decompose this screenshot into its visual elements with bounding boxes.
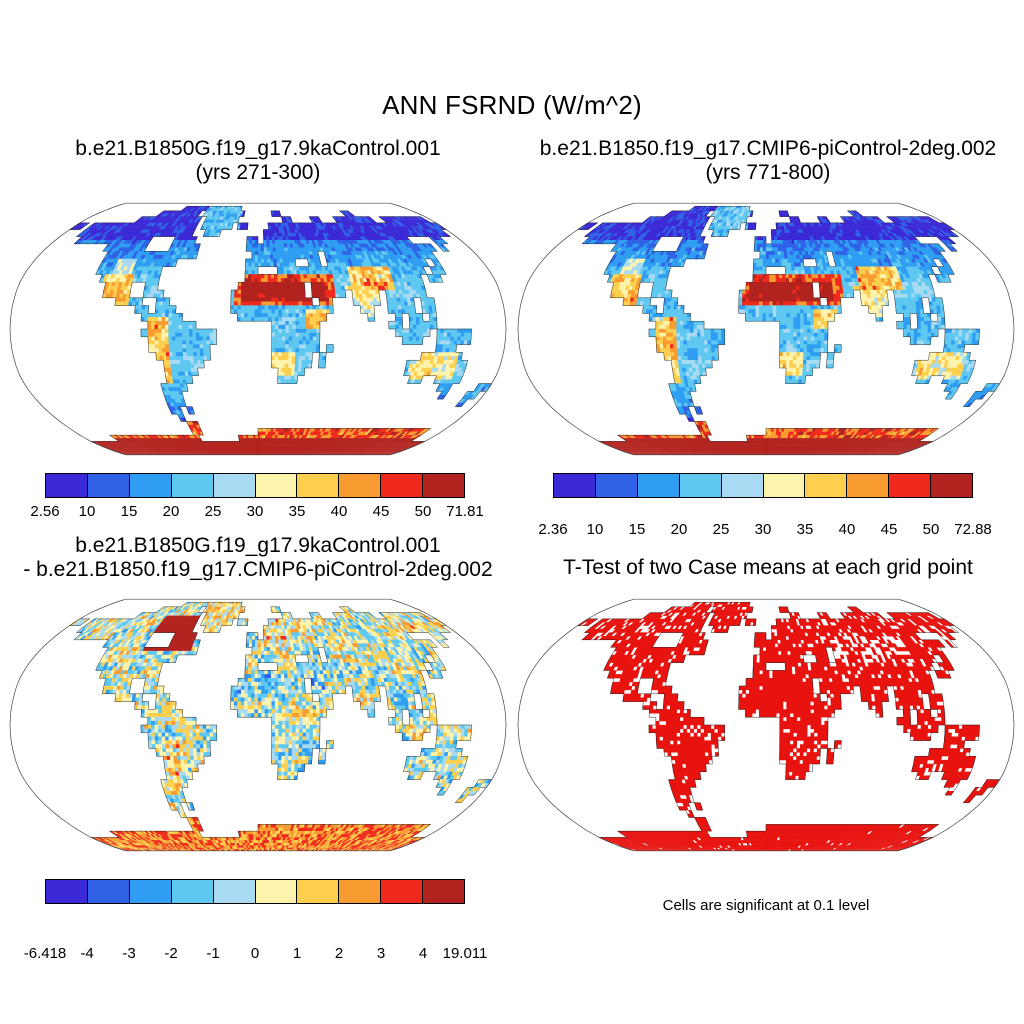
colorbar-segment [170, 473, 214, 498]
colorbar-tick-label: 19.011 [442, 945, 488, 962]
colorbar-segment [254, 879, 298, 904]
panel-c-subtitle: - b.e21.B1850.f19_g17.CMIP6-piControl-2d… [23, 558, 493, 581]
colorbar-segment [128, 879, 172, 904]
colorbar-b-ticks: 2.36 10 15 20 25 30 35 40 45 50 72.88 [538, 521, 991, 539]
colorbar-tick-label: 25 [712, 521, 730, 538]
colorbar-b [553, 473, 974, 498]
colorbar-tick-label: 35 [796, 521, 814, 538]
colorbar-segment [212, 879, 256, 904]
colorbar-tick-label: 2.56 [30, 503, 60, 520]
colorbar-tick-label: 10 [78, 503, 96, 520]
colorbar-tick-label: 30 [754, 521, 772, 538]
panel-a-title-block: b.e21.B1850G.f19_g17.9kaControl.001 (yrs… [8, 137, 508, 185]
colorbar-tick-label: -4 [80, 945, 94, 962]
colorbar-segment [553, 473, 596, 498]
colorbar-c [45, 879, 466, 904]
colorbar-segment [338, 473, 382, 498]
colorbar-tick-label: 10 [586, 521, 604, 538]
colorbar-tick-label: 50 [414, 503, 432, 520]
colorbar-tick-label: 45 [880, 521, 898, 538]
colorbar-tick-label: 20 [162, 503, 180, 520]
colorbar-segment [170, 879, 214, 904]
colorbar-segment [128, 473, 172, 498]
colorbar-tick-label: 2 [334, 945, 344, 962]
map-panel-b [516, 196, 1016, 462]
panel-a-title: b.e21.B1850G.f19_g17.9kaControl.001 [75, 137, 441, 160]
colorbar-tick-label: 15 [120, 503, 138, 520]
colorbar-tick-label: 35 [288, 503, 306, 520]
colorbar-segment [45, 473, 88, 498]
panel-c-title-block: b.e21.B1850G.f19_g17.9kaControl.001 - b.… [4, 534, 512, 582]
colorbar-tick-label: 1 [292, 945, 302, 962]
panel-c-title: b.e21.B1850G.f19_g17.9kaControl.001 [75, 534, 441, 557]
colorbar-segment [804, 473, 848, 498]
colorbar-a [45, 473, 466, 498]
colorbar-tick-label: 0 [250, 945, 260, 962]
colorbar-tick-label: 45 [372, 503, 390, 520]
colorbar-segment [296, 473, 340, 498]
colorbar-segment [296, 879, 340, 904]
map-panel-a [8, 196, 508, 462]
colorbar-segment [888, 473, 932, 498]
panel-b-title-block: b.e21.B1850.f19_g17.CMIP6-piControl-2deg… [516, 137, 1020, 185]
panel-b-subtitle: (yrs 771-800) [705, 161, 831, 184]
colorbar-segment [678, 473, 722, 498]
colorbar-segment [212, 473, 256, 498]
colorbar-c-ticks: -6.418 -4 -3 -2 -1 0 1 2 3 4 19.011 [24, 945, 488, 963]
colorbar-segment [86, 879, 130, 904]
colorbar-tick-label: 30 [246, 503, 264, 520]
colorbar-tick-label: 40 [330, 503, 348, 520]
colorbar-tick-label: 20 [670, 521, 688, 538]
colorbar-segment [380, 879, 424, 904]
colorbar-tick-label: 3 [376, 945, 386, 962]
colorbar-segment [380, 473, 424, 498]
colorbar-tick-label: -2 [164, 945, 178, 962]
colorbar-tick-label: 15 [628, 521, 646, 538]
colorbar-segment [254, 473, 298, 498]
colorbar-tick-label: 72.88 [954, 521, 992, 538]
colorbar-tick-label: 40 [838, 521, 856, 538]
colorbar-segment [594, 473, 638, 498]
colorbar-segment [636, 473, 680, 498]
colorbar-tick-label: 71.81 [446, 503, 484, 520]
colorbar-a-ticks: 2.56 10 15 20 25 30 35 40 45 50 71.81 [30, 503, 483, 521]
colorbar-tick-label: 2.36 [538, 521, 568, 538]
map-panel-d [516, 592, 1016, 858]
colorbar-tick-label: -3 [122, 945, 136, 962]
colorbar-segment [762, 473, 806, 498]
colorbar-segment [846, 473, 890, 498]
colorbar-segment [86, 473, 130, 498]
panel-d-title-block: T-Test of two Case means at each grid po… [516, 556, 1020, 580]
colorbar-tick-label: -6.418 [23, 945, 67, 962]
colorbar-segment [338, 879, 382, 904]
figure-title: ANN FSRND (W/m^2) [382, 90, 642, 120]
panel-a-subtitle: (yrs 271-300) [195, 161, 321, 184]
colorbar-tick-label: 4 [418, 945, 428, 962]
colorbar-tick-label: -1 [206, 945, 220, 962]
colorbar-tick-label: 25 [204, 503, 222, 520]
colorbar-segment [720, 473, 764, 498]
colorbar-segment [930, 473, 974, 498]
colorbar-segment [45, 879, 88, 904]
colorbar-segment [422, 879, 466, 904]
panel-d-title: T-Test of two Case means at each grid po… [563, 556, 973, 579]
colorbar-tick-label: 50 [922, 521, 940, 538]
colorbar-segment [422, 473, 466, 498]
significance-caption: Cells are significant at 0.1 level [662, 897, 870, 914]
map-panel-c [8, 592, 508, 858]
panel-b-title: b.e21.B1850.f19_g17.CMIP6-piControl-2deg… [539, 137, 997, 160]
